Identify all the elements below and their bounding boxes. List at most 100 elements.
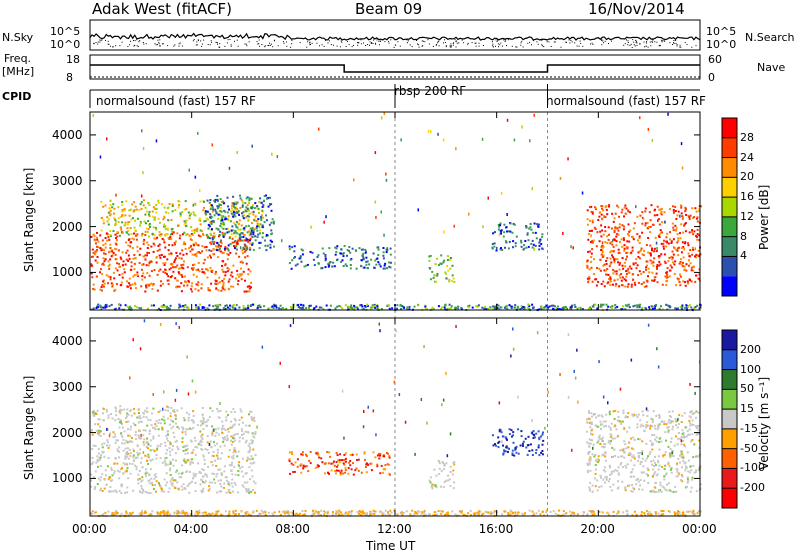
power-cell: [195, 243, 198, 246]
noise-search-dot: [167, 45, 169, 47]
power-cell: [106, 137, 108, 141]
power-cell: [620, 284, 623, 287]
velocity-cell: [92, 409, 95, 412]
power-cell: [668, 275, 671, 278]
velocity-cell: [662, 513, 665, 516]
power-cell: [191, 282, 194, 285]
velocity-cell: [241, 421, 244, 424]
velocity-cell: [201, 420, 204, 423]
velocity-cell: [596, 479, 599, 482]
noise-search-dot: [369, 44, 370, 46]
velocity-cell: [220, 490, 223, 493]
noise-search-dot: [321, 44, 323, 46]
velocity-cell: [642, 425, 645, 428]
power-cell: [621, 245, 624, 248]
power-cell: [168, 268, 171, 271]
power-cell: [191, 290, 193, 293]
power-cell: [617, 233, 620, 236]
power-cell: [101, 239, 104, 242]
velocity-cell: [388, 513, 391, 516]
power-cell: [167, 212, 170, 215]
power-cell: [201, 245, 204, 247]
power-cell: [645, 285, 648, 288]
freq-unit-label: [MHz]: [2, 65, 35, 78]
velocity-cell: [233, 448, 236, 451]
noise-search-dot: [178, 43, 180, 45]
power-cell: [167, 283, 170, 285]
power-cell: [537, 224, 539, 227]
velocity-cell: [206, 425, 208, 428]
velocity-cell: [442, 485, 445, 488]
velocity-cell: [300, 453, 303, 456]
velocity-cell: [122, 426, 124, 429]
power-cell: [261, 225, 264, 228]
power-cell: [694, 247, 696, 251]
velocity-cell: [202, 454, 205, 457]
velocity-cell: [149, 439, 152, 442]
power-cell: [173, 261, 176, 264]
power-cell: [121, 214, 124, 216]
velocity-cell: [631, 490, 634, 493]
noise-search-dot: [471, 42, 473, 44]
velocity-cell: [626, 430, 629, 433]
velocity-cell: [111, 417, 114, 420]
velocity-cell: [138, 416, 141, 419]
power-cell: [598, 267, 601, 270]
velocity-cell: [603, 466, 606, 469]
power-cell: [144, 258, 147, 261]
velocity-cell: [129, 452, 132, 455]
power-cell: [227, 215, 230, 218]
power-cell: [599, 269, 602, 272]
power-cell: [206, 210, 209, 213]
power-cell: [139, 203, 142, 206]
velocity-cell: [447, 479, 450, 482]
power-cell: [673, 247, 676, 250]
noise-search-dot: [333, 44, 334, 46]
power-cell: [102, 219, 105, 222]
velocity-cell: [217, 427, 220, 430]
velocity-cell: [438, 467, 441, 470]
noise-search-dot: [127, 46, 129, 47]
power-cell: [635, 267, 638, 270]
power-cell: [683, 269, 686, 272]
velocity-cell: [642, 414, 645, 417]
power-cell: [167, 275, 170, 278]
noise-search-dot: [542, 45, 543, 47]
power-cell: [335, 247, 338, 250]
velocity-cell: [628, 484, 631, 487]
power-cell: [348, 249, 350, 252]
velocity-cell: [680, 421, 683, 423]
power-cell: [424, 305, 427, 308]
velocity-cell: [251, 442, 253, 445]
power-cell: [637, 251, 640, 254]
velocity-cell: [193, 436, 196, 439]
power-cell: [638, 257, 641, 260]
velocity-cell: [238, 461, 241, 464]
power-cell: [134, 205, 137, 208]
velocity-cell: [219, 457, 222, 460]
power-cell: [234, 247, 236, 249]
power-cell: [228, 268, 231, 271]
velocity-cell: [661, 466, 664, 468]
power-cell: [683, 247, 685, 251]
power-cell: [227, 253, 230, 256]
noise-search-dot: [532, 40, 534, 42]
power-cell: [247, 307, 249, 310]
power-cell: [258, 212, 260, 214]
power-cell: [675, 284, 677, 287]
power-cell: [609, 283, 612, 286]
noise-search-dot: [658, 45, 660, 47]
power-cell: [494, 307, 496, 310]
power-cell: [121, 210, 124, 213]
velocity-cell: [300, 463, 303, 466]
velocity-cell: [113, 470, 116, 473]
velocity-cell: [588, 463, 591, 466]
velocity-cell: [225, 419, 228, 422]
power-cell: [290, 308, 293, 311]
power-cell: [213, 241, 216, 244]
power-cell: [130, 265, 133, 268]
velocity-cell: [145, 441, 148, 444]
power-cell: [146, 283, 149, 286]
power-cell: [151, 288, 154, 290]
velocity-cell: [680, 479, 682, 481]
